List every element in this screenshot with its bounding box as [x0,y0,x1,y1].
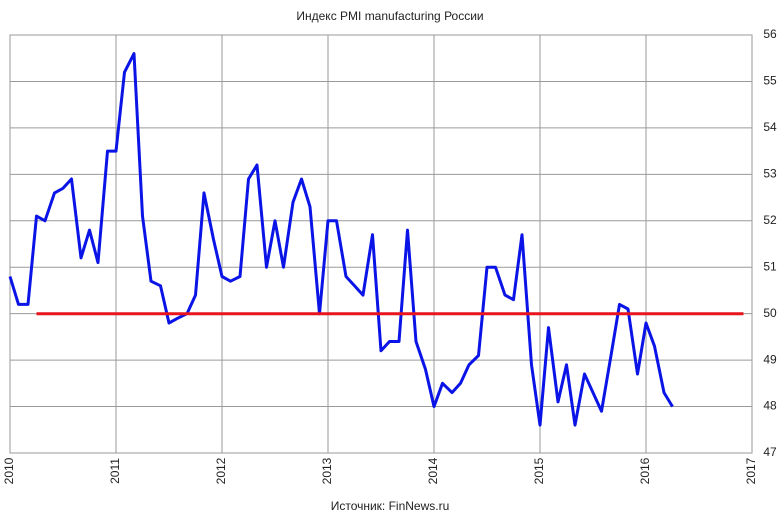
y-tick-label: 55 [763,74,777,88]
y-tick-label: 53 [763,167,777,181]
x-tick-label: 2015 [532,457,546,484]
x-tick-label: 2010 [2,457,16,484]
y-tick-label: 49 [763,352,777,366]
data-line [8,52,674,427]
x-tick-label: 2017 [744,457,758,484]
source-note: Источник: FinNews.ru [331,499,450,513]
x-tick-label: 2014 [426,457,440,484]
y-tick-label: 51 [763,259,777,273]
x-tick-label: 2013 [320,457,334,484]
y-tick-label: 50 [763,306,777,320]
x-tick-label: 2012 [214,457,228,484]
y-tick-label: 48 [763,399,777,413]
chart-title: Индекс PMI manufacturing России [296,9,483,23]
x-tick-label: 2011 [108,458,122,484]
plot-area [9,34,753,454]
y-tick-label: 56 [763,27,777,41]
x-tick-label: 2016 [638,457,652,484]
y-tick-label: 54 [763,120,777,134]
y-tick-label: 52 [763,213,777,227]
y-tick-label: 47 [763,445,777,459]
